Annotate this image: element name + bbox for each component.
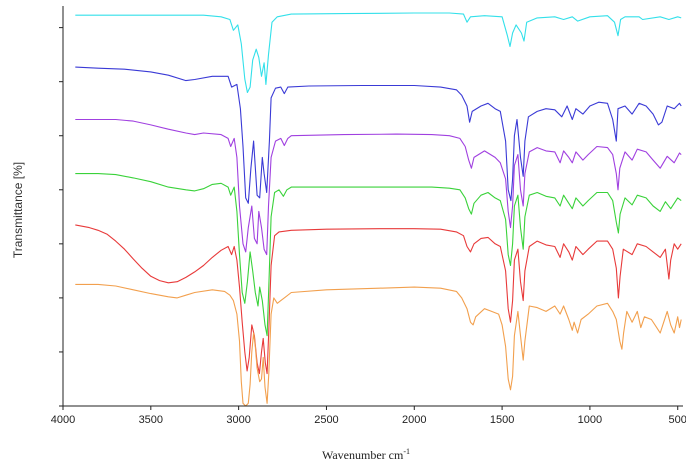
x-tick-label: 1000 [578, 414, 602, 426]
x-axis-title: Wavenumber cm-1 [322, 447, 410, 462]
x-tick-label: 3500 [139, 414, 163, 426]
y-axis-title: Transmittance [%] [11, 162, 25, 258]
x-tick-label: 500 [669, 414, 686, 426]
spectrum-line-4 [75, 173, 682, 337]
spectrum-line-3 [75, 118, 682, 256]
x-tick-label: 3000 [226, 414, 250, 426]
ticks-layer: 4000 3500 3000 2500 2000 1500 1000 500 [51, 27, 686, 426]
x-tick-label: 1500 [490, 414, 514, 426]
spectrum-line-5 [75, 224, 682, 375]
x-axis-title-text: Wavenumber cm [322, 448, 404, 462]
spectrum-line-6 [75, 283, 682, 407]
x-tick-label: 2500 [314, 414, 338, 426]
x-tick-label: 4000 [51, 414, 75, 426]
x-tick-label: 2000 [402, 414, 426, 426]
series-layer [75, 12, 682, 407]
spectrum-line-1 [75, 12, 682, 94]
spectrum-line-2 [75, 66, 682, 204]
x-axis-title-superscript: -1 [403, 447, 410, 456]
